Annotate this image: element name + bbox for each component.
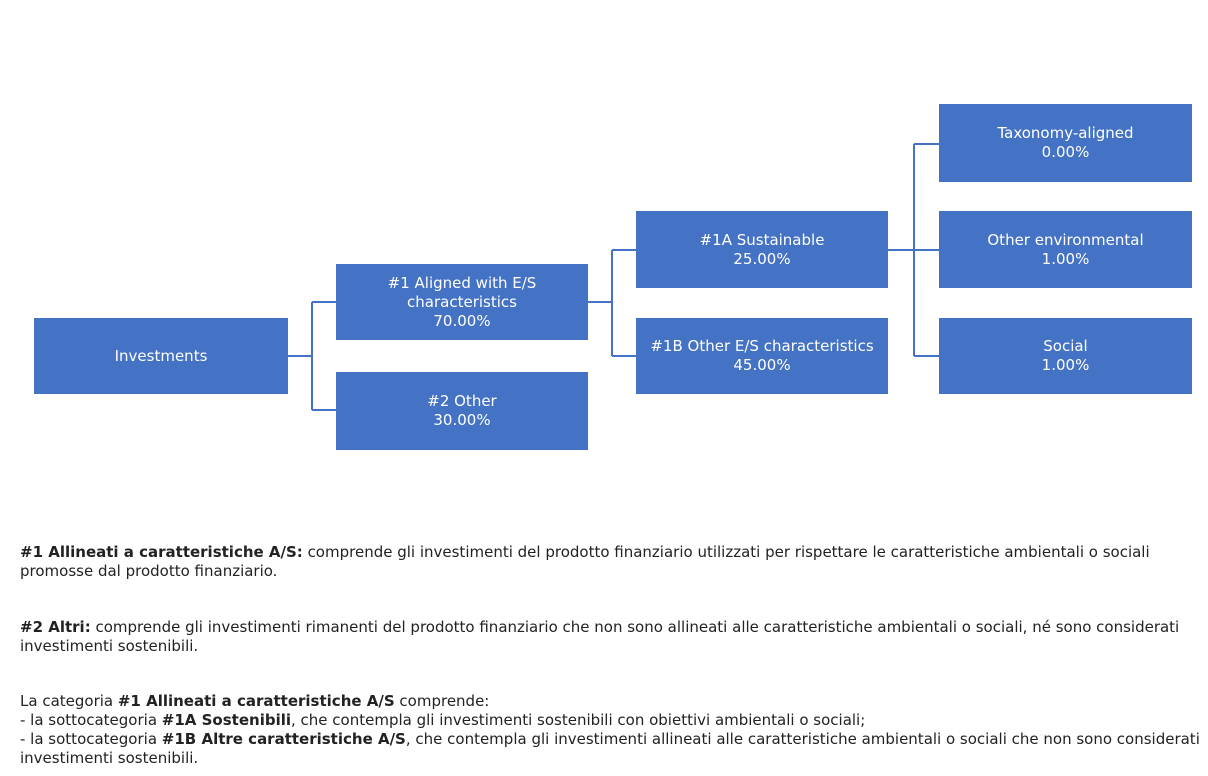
note-other: #2 Altri: comprende gli investimenti rim… — [20, 618, 1206, 656]
note-sub1a-pre: - la sottocategoria — [20, 711, 162, 729]
note-category-term: #1 Allineati a caratteristiche A/S — [117, 692, 395, 710]
diagram-connectors — [288, 143, 939, 411]
other-env-label: Other environmental — [987, 230, 1144, 249]
social-box: Social 1.00% — [939, 318, 1192, 394]
note-sub1b-text: , che contempla gli investimenti allinea… — [20, 730, 1200, 767]
other-box: #2 Other 30.00% — [336, 372, 588, 450]
note-other-text: comprende gli investimenti rimanenti del… — [20, 618, 1180, 655]
note-other-term: #2 Altri: — [20, 618, 91, 636]
aligned-label: #1 Aligned with E/S characteristics — [387, 273, 537, 311]
social-value: 1.00% — [1041, 356, 1090, 374]
other-es-value: 45.00% — [733, 356, 791, 374]
note-aligned-text: comprende gli investimenti del prodotto … — [20, 543, 1150, 580]
sustainable-value: 25.00% — [733, 249, 791, 268]
aligned-box: #1 Aligned with E/S characteristics 70.0… — [336, 264, 588, 340]
sustainable-box: #1A Sustainable 25.00% — [636, 211, 888, 288]
other-value: 30.00% — [433, 411, 491, 429]
other-env-box: Other environmental 1.00% — [939, 211, 1192, 288]
other-label: #2 Other — [427, 392, 497, 410]
aligned-value: 70.00% — [433, 311, 491, 330]
taxonomy-value: 0.00% — [1041, 143, 1090, 161]
connector-investments — [288, 301, 336, 411]
note-aligned: #1 Allineati a caratteristiche A/S: comp… — [20, 543, 1206, 581]
note-sub1b-term: #1B Altre caratteristiche A/S — [161, 730, 406, 748]
note-category-intro: La categoria — [20, 692, 118, 710]
note-category: La categoria #1 Allineati a caratteristi… — [20, 692, 1206, 768]
connector-aligned — [588, 249, 636, 357]
note-sub1a-text: , che contempla gli investimenti sosteni… — [291, 711, 866, 729]
taxonomy-label: Taxonomy-aligned — [997, 124, 1134, 142]
connector-sustainable — [888, 143, 939, 357]
note-sub1b-pre: - la sottocategoria — [20, 730, 162, 748]
other-es-box: #1B Other E/S characteristics 45.00% — [636, 318, 888, 394]
taxonomy-box: Taxonomy-aligned 0.00% — [939, 104, 1192, 182]
other-es-label: #1B Other E/S characteristics — [650, 337, 874, 355]
social-label: Social — [1043, 337, 1088, 355]
other-env-value: 1.00% — [1041, 249, 1090, 268]
investments-box: Investments — [34, 318, 288, 394]
investments-label: Investments — [114, 346, 208, 365]
sustainable-label: #1A Sustainable — [699, 230, 825, 249]
note-aligned-term: #1 Allineati a caratteristiche A/S: — [20, 543, 303, 561]
note-sub1a-term: #1A Sostenibili — [161, 711, 291, 729]
note-category-after: comprende: — [394, 692, 490, 710]
